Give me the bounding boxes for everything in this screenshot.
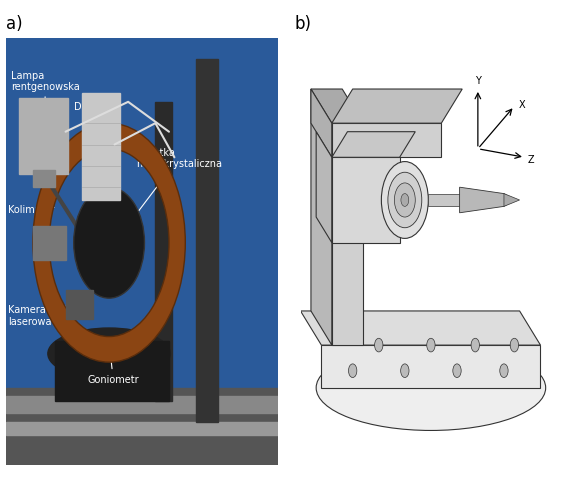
Bar bbox=[6, 396, 278, 413]
Polygon shape bbox=[321, 346, 540, 388]
Polygon shape bbox=[311, 90, 363, 124]
Text: Łopatka
monokrystaliczna: Łopatka monokrystaliczna bbox=[117, 147, 222, 240]
Text: Z: Z bbox=[527, 155, 534, 165]
Circle shape bbox=[388, 173, 422, 228]
Bar bbox=[428, 194, 460, 207]
Polygon shape bbox=[332, 124, 363, 346]
Polygon shape bbox=[460, 188, 514, 213]
Bar bbox=[19, 98, 68, 175]
Text: Goniometr: Goniometr bbox=[87, 345, 139, 384]
Circle shape bbox=[427, 339, 435, 352]
Circle shape bbox=[395, 183, 415, 218]
Circle shape bbox=[349, 364, 357, 378]
Bar bbox=[82, 94, 120, 200]
Bar bbox=[66, 290, 93, 320]
Text: a): a) bbox=[6, 15, 22, 32]
Ellipse shape bbox=[48, 328, 170, 379]
Polygon shape bbox=[311, 90, 332, 346]
Circle shape bbox=[401, 364, 409, 378]
Polygon shape bbox=[332, 90, 462, 124]
Circle shape bbox=[471, 339, 480, 352]
Circle shape bbox=[500, 364, 508, 378]
Ellipse shape bbox=[316, 346, 545, 431]
Circle shape bbox=[401, 194, 409, 207]
Text: Detektor: Detektor bbox=[74, 102, 117, 141]
Bar bbox=[6, 422, 278, 435]
Text: Kolimator: Kolimator bbox=[9, 204, 55, 240]
Bar bbox=[155, 103, 172, 401]
Polygon shape bbox=[311, 90, 332, 158]
Circle shape bbox=[375, 339, 383, 352]
Circle shape bbox=[510, 339, 519, 352]
Circle shape bbox=[453, 364, 461, 378]
Text: b): b) bbox=[295, 15, 312, 32]
Bar bbox=[54, 341, 169, 401]
Polygon shape bbox=[332, 158, 400, 243]
Text: Lampa
rentgenowska: Lampa rentgenowska bbox=[11, 71, 80, 154]
Polygon shape bbox=[301, 311, 540, 346]
Bar bbox=[196, 60, 218, 422]
Circle shape bbox=[382, 162, 428, 239]
Polygon shape bbox=[316, 133, 332, 243]
Polygon shape bbox=[504, 194, 519, 207]
Polygon shape bbox=[332, 124, 441, 158]
Text: Y: Y bbox=[475, 76, 481, 86]
Circle shape bbox=[74, 188, 145, 299]
Text: Kamera
laserowa: Kamera laserowa bbox=[9, 305, 70, 326]
Wedge shape bbox=[33, 124, 185, 363]
Text: X: X bbox=[518, 100, 525, 110]
Bar bbox=[6, 388, 278, 465]
Bar bbox=[33, 226, 66, 260]
Bar bbox=[33, 171, 54, 188]
Polygon shape bbox=[332, 133, 415, 158]
